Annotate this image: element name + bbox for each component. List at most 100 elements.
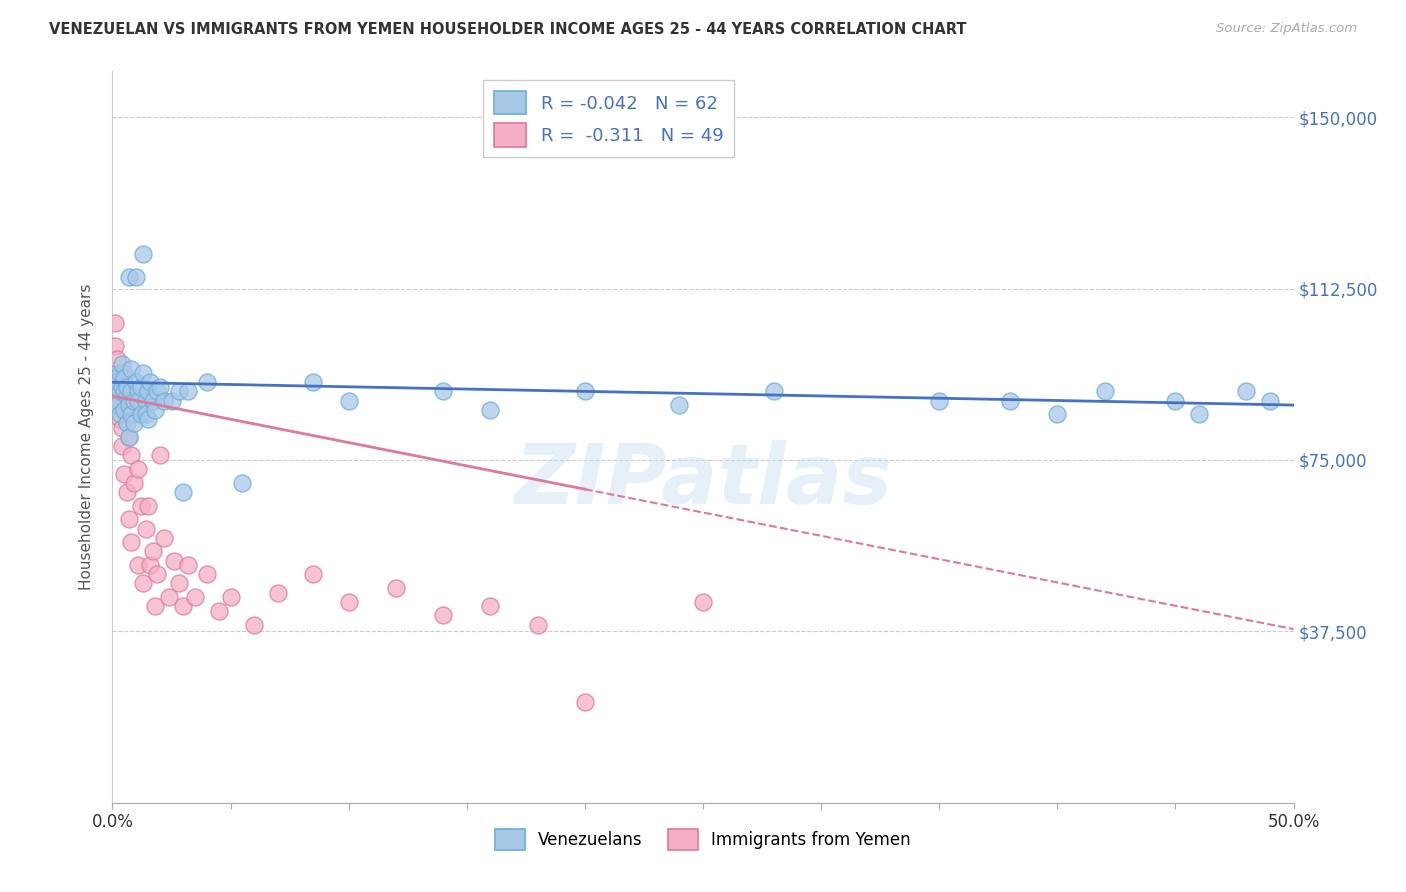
Point xyxy=(177,558,200,573)
Point xyxy=(167,576,190,591)
Point xyxy=(692,594,714,608)
Point xyxy=(118,270,141,285)
Point xyxy=(122,475,145,490)
Point xyxy=(129,499,152,513)
Point xyxy=(104,338,127,352)
Point xyxy=(337,594,360,608)
Point xyxy=(479,599,502,614)
Point xyxy=(132,247,155,261)
Point xyxy=(118,398,141,412)
Point xyxy=(112,384,135,399)
Point xyxy=(231,475,253,490)
Point xyxy=(136,384,159,399)
Point xyxy=(479,402,502,417)
Point xyxy=(108,366,131,380)
Point xyxy=(167,384,190,399)
Legend: Venezuelans, Immigrants from Yemen: Venezuelans, Immigrants from Yemen xyxy=(488,822,918,856)
Text: ZIPatlas: ZIPatlas xyxy=(515,441,891,522)
Point xyxy=(149,380,172,394)
Point xyxy=(122,393,145,408)
Point xyxy=(208,604,231,618)
Point xyxy=(142,544,165,558)
Point xyxy=(120,535,142,549)
Point xyxy=(104,370,127,384)
Point xyxy=(172,484,194,499)
Point xyxy=(112,370,135,384)
Point xyxy=(111,439,134,453)
Point xyxy=(195,567,218,582)
Point xyxy=(172,599,194,614)
Text: Source: ZipAtlas.com: Source: ZipAtlas.com xyxy=(1216,22,1357,36)
Point xyxy=(574,384,596,399)
Point xyxy=(108,384,131,399)
Point xyxy=(267,585,290,599)
Point xyxy=(432,384,454,399)
Point xyxy=(1094,384,1116,399)
Point xyxy=(115,380,138,394)
Point xyxy=(105,375,128,389)
Point xyxy=(668,398,690,412)
Point xyxy=(104,316,127,330)
Point xyxy=(115,389,138,403)
Point xyxy=(127,384,149,399)
Point xyxy=(146,384,169,399)
Point xyxy=(157,590,180,604)
Text: VENEZUELAN VS IMMIGRANTS FROM YEMEN HOUSEHOLDER INCOME AGES 25 - 44 YEARS CORREL: VENEZUELAN VS IMMIGRANTS FROM YEMEN HOUS… xyxy=(49,22,967,37)
Point xyxy=(1258,393,1281,408)
Point xyxy=(574,695,596,709)
Point xyxy=(135,407,157,421)
Point xyxy=(127,393,149,408)
Y-axis label: Householder Income Ages 25 - 44 years: Householder Income Ages 25 - 44 years xyxy=(79,284,94,591)
Point xyxy=(337,393,360,408)
Point xyxy=(184,590,207,604)
Point xyxy=(120,384,142,399)
Point xyxy=(112,467,135,481)
Point xyxy=(120,407,142,421)
Point xyxy=(125,270,148,285)
Point xyxy=(125,375,148,389)
Point xyxy=(149,448,172,462)
Point xyxy=(135,393,157,408)
Point xyxy=(136,499,159,513)
Point xyxy=(160,393,183,408)
Point xyxy=(127,558,149,573)
Point xyxy=(302,375,325,389)
Point xyxy=(153,531,176,545)
Point xyxy=(115,417,138,431)
Point xyxy=(143,402,166,417)
Point xyxy=(928,393,950,408)
Point xyxy=(120,361,142,376)
Point xyxy=(120,448,142,462)
Point xyxy=(105,398,128,412)
Point xyxy=(105,352,128,367)
Point xyxy=(432,608,454,623)
Point xyxy=(762,384,785,399)
Point xyxy=(132,366,155,380)
Point xyxy=(243,617,266,632)
Point xyxy=(129,380,152,394)
Point xyxy=(195,375,218,389)
Point xyxy=(302,567,325,582)
Point xyxy=(143,599,166,614)
Point xyxy=(111,380,134,394)
Point xyxy=(1188,407,1211,421)
Point xyxy=(111,421,134,435)
Point xyxy=(385,581,408,595)
Point xyxy=(118,512,141,526)
Point xyxy=(115,484,138,499)
Point xyxy=(111,357,134,371)
Point xyxy=(112,402,135,417)
Point xyxy=(118,430,141,444)
Point xyxy=(136,411,159,425)
Point xyxy=(998,393,1021,408)
Point xyxy=(139,558,162,573)
Point xyxy=(118,430,141,444)
Point xyxy=(1046,407,1069,421)
Point xyxy=(177,384,200,399)
Point xyxy=(142,393,165,408)
Point xyxy=(526,617,548,632)
Point xyxy=(1234,384,1257,399)
Point xyxy=(115,402,138,417)
Point xyxy=(125,402,148,417)
Point xyxy=(132,576,155,591)
